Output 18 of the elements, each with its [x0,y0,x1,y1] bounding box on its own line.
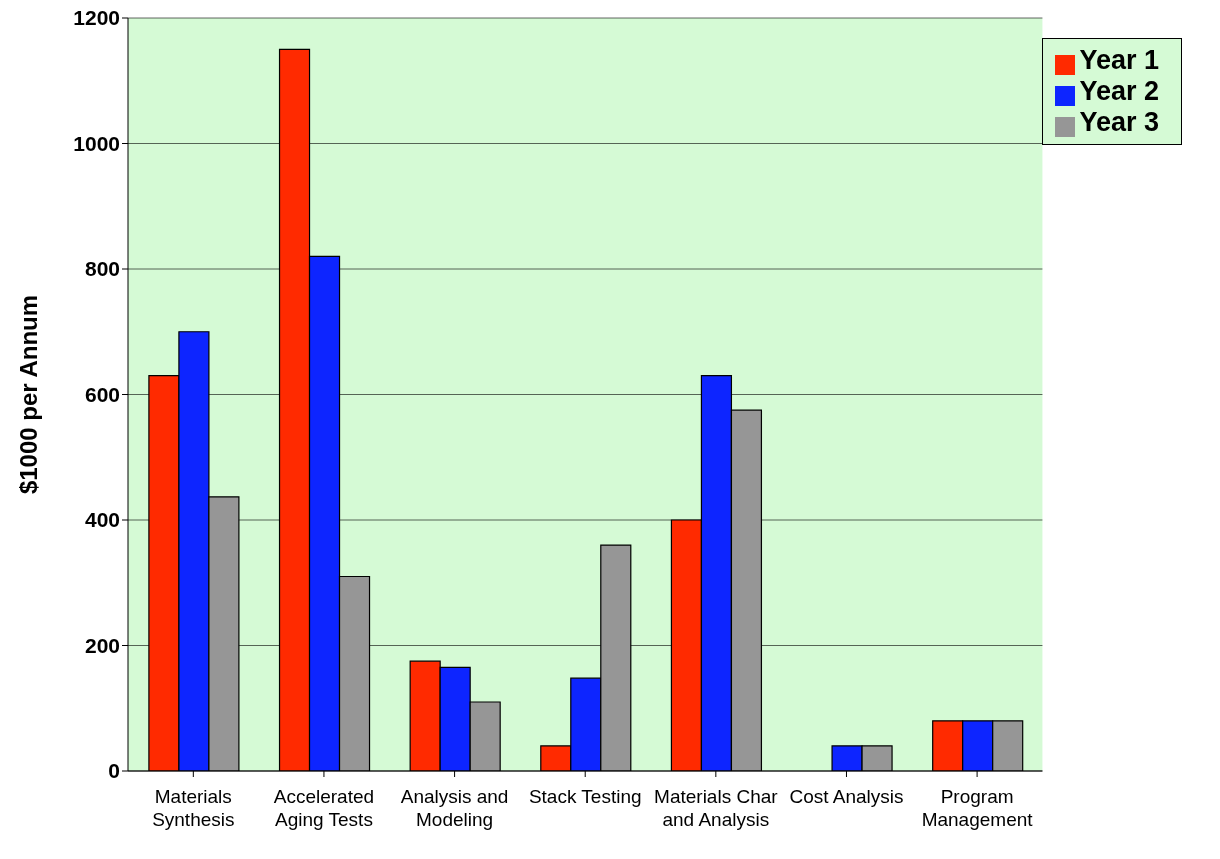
y-tick-label: 1200 [73,6,120,30]
y-tick-label: 200 [84,633,120,657]
x-tick-label: Stack Testing [528,786,642,807]
y-tick-label: 1000 [73,131,120,155]
y-axis-title: $1000 per Annum [14,294,42,495]
y-tick-label: 0 [108,759,120,783]
y-tick-label: 400 [84,508,120,532]
x-tick-label: Materials Char and Analysis [654,786,779,830]
legend-label: Year 1 [1079,45,1159,75]
y-tick-label: 800 [84,257,120,281]
x-tick-label: Program Management [921,786,1034,830]
y-tick-label: 600 [84,382,120,406]
x-tick-label: Materials Synthesis [152,786,235,830]
legend-label: Year 2 [1079,76,1159,106]
x-tick-label: Cost Analysis [789,786,904,807]
legend-label: Year 3 [1079,107,1159,137]
x-tick-label: Analysis and Modeling [400,786,509,830]
x-tick-label: Accelerated Aging Tests [273,786,375,830]
